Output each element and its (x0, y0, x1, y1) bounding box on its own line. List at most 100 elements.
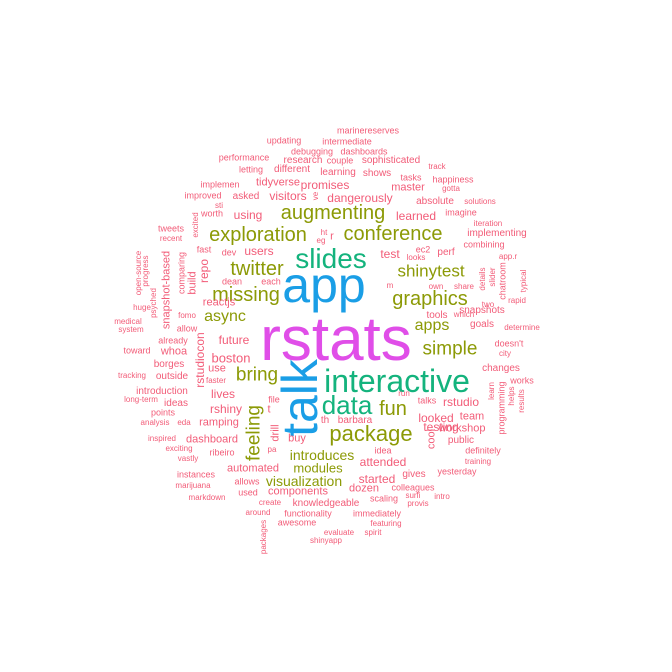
word-details: details (478, 267, 487, 291)
word-modules: modules (293, 460, 343, 476)
word-fast: fast (196, 244, 212, 255)
word-workshop: workshop (438, 422, 486, 435)
word-excited: excited (191, 212, 200, 238)
word-city: city (499, 349, 511, 358)
word-evaluate: evaluate (323, 528, 355, 537)
word-worth: worth (200, 208, 224, 219)
word-introduces: introduces (289, 447, 355, 463)
word-ve: ve (311, 191, 320, 201)
word-dangerously: dangerously (327, 191, 393, 205)
word-provis: provis (407, 499, 429, 508)
word-sophisticated: sophisticated (361, 155, 421, 166)
word-determine: determine (504, 323, 540, 332)
word-ec2: ec2 (415, 244, 431, 255)
word-graphics: graphics (392, 288, 468, 310)
word-dev: dev (221, 247, 237, 258)
word-looks: looks (406, 253, 426, 262)
word-goals: goals (470, 319, 494, 330)
word-tools: tools (426, 310, 448, 321)
word-combining: combining (463, 239, 505, 250)
word-surfi: surfi (405, 491, 421, 500)
word-use: use (208, 362, 226, 375)
word-ideas: ideas (164, 398, 188, 409)
word-future: future (218, 333, 250, 347)
word-perf: perf (437, 247, 455, 258)
word-talk: talk (272, 359, 328, 437)
word-repo: repo (197, 258, 211, 284)
word-r: r (330, 230, 334, 243)
word-data: data (321, 390, 373, 420)
word-promises: promises (300, 178, 350, 192)
word-fun: fun (379, 398, 407, 420)
word-pa: pa (267, 445, 277, 454)
word-visitors: visitors (269, 189, 307, 203)
word-talks: talks (417, 395, 437, 406)
word-test: test (380, 247, 400, 261)
word-each: each (261, 276, 281, 287)
word-simple: simple (422, 338, 478, 360)
word-changes: changes (482, 363, 520, 374)
word-borges: borges (153, 359, 185, 370)
word-rstats: rstats (260, 305, 412, 374)
word-packages: packages (259, 519, 268, 555)
word-analysis: analysis (140, 418, 170, 427)
word-different: different (274, 164, 310, 175)
word-helps: helps (507, 386, 516, 406)
word-letting: letting (238, 164, 264, 175)
word-rapid: rapid (508, 296, 526, 305)
word-ht: ht (320, 228, 328, 237)
word-system: system (118, 325, 144, 334)
word-run: run (398, 389, 410, 398)
word-interactive: interactive (324, 363, 470, 399)
word-buy: buy (288, 432, 306, 445)
word-learn: learn (487, 382, 496, 400)
word-inspired: inspired (147, 434, 177, 443)
word-yesterday: yesterday (437, 466, 477, 477)
word-which: which (453, 310, 475, 319)
word-allows: allows (234, 476, 260, 487)
word-immediately: immediately (352, 508, 402, 519)
word-testing: testing (423, 420, 459, 434)
word-attended: attended (359, 455, 407, 469)
word-share: share (453, 282, 475, 291)
word-sti: sti (215, 201, 223, 210)
word-master: master (391, 181, 425, 194)
word-vastly: vastly (177, 454, 199, 463)
word-learning: learning (320, 167, 356, 178)
word-barbara: barbara (337, 415, 373, 426)
word-idea: idea (374, 445, 392, 456)
word-updating: updating (266, 135, 302, 146)
word-long-term: long-term (124, 395, 158, 404)
word-reactjs: reactjs (202, 296, 236, 309)
word-bring: bring (235, 364, 279, 386)
word-implemen: implemen (200, 179, 240, 190)
word-huge: huge (133, 303, 151, 312)
word-team: team (459, 410, 485, 423)
word-debugging: debugging (290, 146, 334, 157)
word-dozen: dozen (349, 482, 379, 495)
word-cool: cool (425, 428, 438, 450)
word-couple: couple (326, 155, 354, 166)
word-already: already (158, 335, 188, 346)
word-asked: asked (232, 191, 260, 202)
word-happiness: happiness (432, 174, 474, 185)
word-progress: progress (141, 255, 150, 287)
word-started: started (358, 472, 396, 486)
word-feeling: feeling (243, 405, 265, 461)
word-psyched: psyched (149, 288, 158, 318)
word-exciting: exciting (165, 444, 193, 453)
word-introduction: introduction (136, 386, 188, 397)
word-works: works (510, 375, 534, 386)
word-m: m (386, 281, 394, 290)
word-imagine: imagine (445, 207, 477, 218)
word-app.r: app.r (498, 252, 518, 261)
word-automated: automated (227, 462, 279, 475)
word-file: file (268, 394, 280, 405)
word-colleagues: colleagues (391, 482, 435, 493)
word-intermediate: intermediate (322, 136, 372, 147)
word-missing: missing (212, 284, 280, 306)
word-around: around (245, 508, 271, 517)
word-eg: eg (316, 236, 326, 245)
word-conference: conference (343, 223, 443, 245)
